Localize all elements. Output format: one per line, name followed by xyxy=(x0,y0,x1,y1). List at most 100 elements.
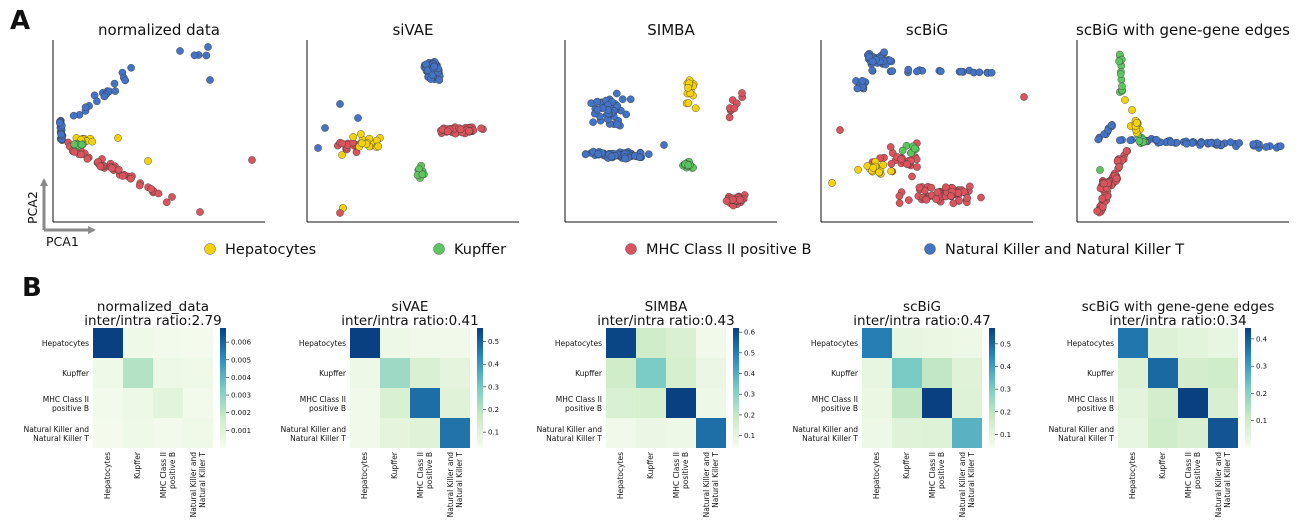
scatter-point xyxy=(1121,96,1129,104)
scatter-point xyxy=(135,181,144,190)
colorbar-tick-label: 0.2 xyxy=(488,406,499,414)
scatter-point xyxy=(154,189,163,198)
legend-label-kupffer: Kupffer xyxy=(454,242,506,258)
scatter-point xyxy=(594,149,603,158)
heatmap-cell xyxy=(380,358,410,388)
scatter-point xyxy=(477,124,485,133)
heatmap-cell xyxy=(153,418,183,448)
heatmap-col-label: Kupffer xyxy=(1158,451,1167,479)
heatmap-col-label: MHC Class IIpositive B xyxy=(416,452,434,498)
scatter-point xyxy=(927,183,936,192)
pca1-label: PCA1 xyxy=(46,234,79,249)
colorbar-tick-label: 0.5 xyxy=(488,338,499,346)
colorbar-tick-label: 0.001 xyxy=(231,427,251,435)
heatmap-cell xyxy=(183,418,213,448)
scatter-point xyxy=(56,118,64,127)
scatter-point xyxy=(127,64,135,72)
scatter-point xyxy=(1167,138,1175,147)
heatmap-subtitle: inter/intra ratio:0.43 xyxy=(597,313,734,329)
scatter-point xyxy=(1207,138,1215,147)
panel-a-label: A xyxy=(10,6,30,36)
scatter-point xyxy=(868,66,877,75)
scatter-point xyxy=(81,103,90,112)
scatter-point xyxy=(1107,121,1116,129)
colorbar-tick-label: 0.1 xyxy=(488,429,499,437)
heatmap-cell xyxy=(123,388,153,418)
scatter-point xyxy=(338,139,347,148)
colorbar-tick-label: 0.5 xyxy=(744,349,755,357)
heatmap-cell xyxy=(892,358,922,388)
scatter-point xyxy=(933,188,942,197)
colorbar xyxy=(989,328,995,448)
heatmap-cell xyxy=(123,358,153,388)
scatter-point xyxy=(684,84,692,92)
scatter-point xyxy=(321,124,329,132)
heatmap-cell xyxy=(350,418,380,448)
heatmap-row-label: MHC Class II positive B xyxy=(300,395,346,413)
heatmap-title: scBiG xyxy=(903,299,941,315)
heatmap-cell xyxy=(952,388,982,418)
scatter-point xyxy=(206,76,214,84)
scatter-point xyxy=(895,192,904,200)
scatter-point xyxy=(915,183,924,192)
heatmap-subtitle: inter/intra ratio:0.47 xyxy=(853,313,990,329)
heatmap-cell xyxy=(440,358,470,388)
colorbar-tick-label: 0.1 xyxy=(744,432,755,440)
heatmap-cell xyxy=(380,328,410,358)
scatter-point xyxy=(202,51,211,60)
heatmap-cell xyxy=(1178,388,1208,418)
colorbar-tick-label: 0.3 xyxy=(1256,363,1267,371)
scatter-point xyxy=(83,155,92,163)
colorbar xyxy=(1245,328,1251,448)
scatter-point xyxy=(613,120,622,129)
heatmap-cell xyxy=(440,328,470,358)
heatmap-cell xyxy=(1178,358,1208,388)
scatter-point xyxy=(100,92,109,101)
heatmap-col-label: Natural Killer andNatural Killer T xyxy=(189,452,207,518)
scatter-point xyxy=(349,133,358,141)
colorbar xyxy=(477,328,483,448)
heatmap-cell xyxy=(636,388,666,418)
heatmap-col-label: Kupffer xyxy=(133,451,142,479)
scatter-point xyxy=(593,105,602,114)
heatmap-row-label: Hepatocytes xyxy=(1067,339,1114,348)
scatter-point xyxy=(111,87,120,95)
heatmap-cell xyxy=(183,358,213,388)
scatter-point xyxy=(880,48,888,57)
heatmap-cell xyxy=(1178,328,1208,358)
scatter-point xyxy=(875,168,883,177)
heatmap-cell xyxy=(892,388,922,418)
heatmap-cell xyxy=(1148,418,1178,448)
heatmap-row-label: Natural Killer and Natural Killer T xyxy=(537,425,603,443)
scatter-point xyxy=(1116,136,1124,145)
scatter-point xyxy=(1135,137,1144,145)
scatter-point xyxy=(897,155,906,163)
heatmap-cell xyxy=(440,418,470,448)
scatter-point xyxy=(1197,138,1206,147)
heatmap-cell xyxy=(380,388,410,418)
scatter-point xyxy=(828,179,836,187)
heatmap-row-label: Hepatocytes xyxy=(299,339,346,348)
heatmap-cell xyxy=(696,388,726,418)
heatmap-cell xyxy=(410,358,440,388)
heatmap-cell xyxy=(606,388,636,418)
scatter-point xyxy=(204,43,212,51)
heatmap-cell xyxy=(350,328,380,358)
colorbar-tick-label: 0.002 xyxy=(231,409,251,417)
scatter-point xyxy=(977,193,985,202)
heatmap-cell xyxy=(696,358,726,388)
heatmap-cell xyxy=(696,418,726,448)
scatter-panel-1: normalized data xyxy=(52,21,265,223)
scatter-point xyxy=(1126,136,1135,145)
heatmap-cell xyxy=(606,418,636,448)
heatmap-cell xyxy=(666,328,696,358)
scatter-point xyxy=(618,95,627,103)
scatter-point xyxy=(1249,140,1257,148)
scatter-point xyxy=(248,156,256,164)
scatter-point xyxy=(1182,139,1191,148)
scatter-point xyxy=(987,69,996,77)
